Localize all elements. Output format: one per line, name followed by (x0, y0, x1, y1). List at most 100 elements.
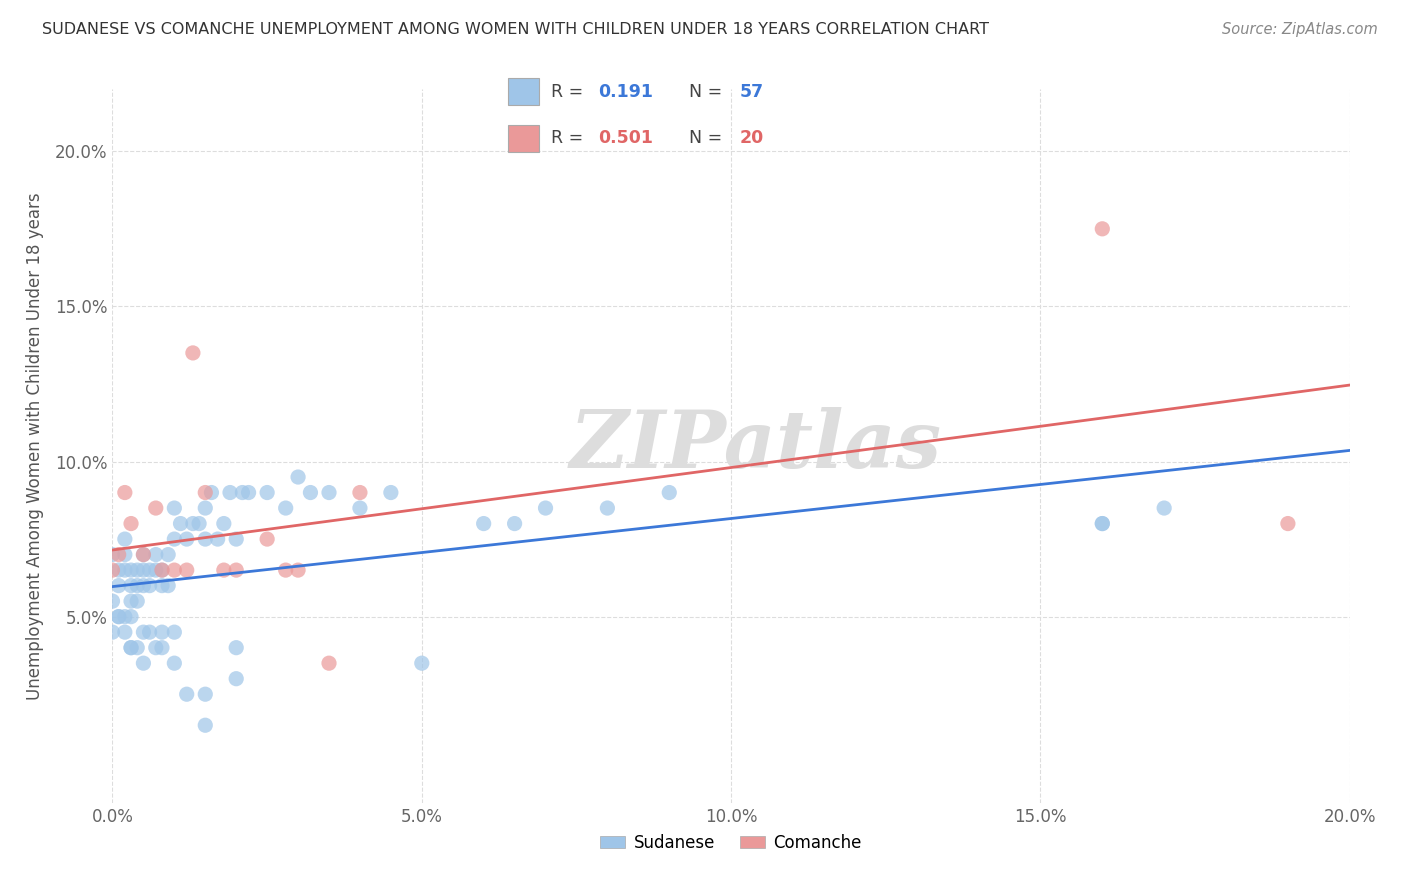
Point (114, 625, 136, 640)
Point (132, 656, 155, 670)
Point (287, 470, 309, 484)
Point (114, 548, 136, 562)
Point (150, 625, 173, 640)
Point (194, 485, 217, 500)
Point (127, 579, 149, 593)
Point (176, 532, 198, 546)
Text: SUDANESE VS COMANCHE UNEMPLOYMENT AMONG WOMEN WITH CHILDREN UNDER 18 YEARS CORRE: SUDANESE VS COMANCHE UNEMPLOYMENT AMONG … (42, 22, 990, 37)
Point (596, 501, 619, 516)
Point (107, 579, 129, 593)
Point (132, 548, 155, 562)
Point (120, 579, 142, 593)
Point (145, 501, 167, 516)
Point (157, 548, 180, 562)
Point (472, 516, 495, 531)
Point (207, 532, 229, 546)
Point (256, 532, 278, 546)
Point (138, 579, 160, 593)
Point (107, 609, 129, 624)
Point (1091, 222, 1114, 236)
Point (534, 501, 557, 516)
Point (212, 516, 235, 531)
Point (163, 625, 186, 640)
Point (150, 563, 173, 577)
Point (225, 532, 247, 546)
Point (225, 563, 247, 577)
Point (380, 485, 402, 500)
Point (219, 485, 242, 500)
Point (212, 563, 235, 577)
Point (194, 501, 217, 516)
Point (503, 516, 526, 531)
Point (194, 718, 217, 732)
Point (163, 563, 186, 577)
Point (132, 579, 155, 593)
FancyBboxPatch shape (508, 125, 540, 152)
Point (157, 579, 180, 593)
Point (1153, 501, 1175, 516)
Point (120, 516, 142, 531)
Point (127, 563, 149, 577)
Point (120, 640, 142, 655)
Point (349, 501, 371, 516)
Point (114, 532, 136, 546)
Text: R =: R = (551, 129, 589, 147)
Point (132, 625, 155, 640)
Point (127, 640, 149, 655)
Text: 57: 57 (740, 83, 765, 101)
Point (138, 563, 160, 577)
Point (120, 563, 142, 577)
Text: Source: ZipAtlas.com: Source: ZipAtlas.com (1222, 22, 1378, 37)
Point (411, 656, 433, 670)
Point (120, 640, 142, 655)
Text: N =: N = (689, 129, 728, 147)
Point (163, 532, 186, 546)
Y-axis label: Unemployment Among Women with Children Under 18 years: Unemployment Among Women with Children U… (25, 192, 44, 700)
Point (1277, 516, 1299, 531)
Point (150, 563, 173, 577)
Point (114, 563, 136, 577)
Point (114, 609, 136, 624)
Point (163, 501, 186, 516)
Point (114, 485, 136, 500)
Point (225, 640, 247, 655)
Point (163, 656, 186, 670)
Legend: Sudanese, Comanche: Sudanese, Comanche (593, 828, 869, 859)
Point (1091, 516, 1114, 531)
Text: 20: 20 (740, 129, 765, 147)
Point (318, 656, 340, 670)
Point (107, 609, 129, 624)
Point (150, 640, 173, 655)
Point (658, 485, 681, 500)
Point (145, 548, 167, 562)
Point (176, 687, 198, 701)
Point (101, 625, 124, 640)
Point (256, 485, 278, 500)
Point (349, 485, 371, 500)
Point (107, 563, 129, 577)
Point (318, 485, 340, 500)
Text: 0.191: 0.191 (599, 83, 654, 101)
Text: N =: N = (689, 83, 728, 101)
Point (132, 548, 155, 562)
Point (101, 594, 124, 608)
Point (1091, 516, 1114, 531)
Point (107, 548, 129, 562)
Point (188, 516, 211, 531)
Text: 0.501: 0.501 (599, 129, 654, 147)
Point (176, 563, 198, 577)
Point (150, 579, 173, 593)
Point (200, 485, 222, 500)
Point (287, 563, 309, 577)
Point (120, 594, 142, 608)
Point (138, 625, 160, 640)
Point (169, 516, 191, 531)
Point (127, 594, 149, 608)
Point (120, 609, 142, 624)
FancyBboxPatch shape (508, 78, 540, 105)
Point (231, 485, 253, 500)
Point (238, 485, 260, 500)
Point (225, 672, 247, 686)
Text: ZIPatlas: ZIPatlas (569, 408, 942, 484)
Point (194, 687, 217, 701)
